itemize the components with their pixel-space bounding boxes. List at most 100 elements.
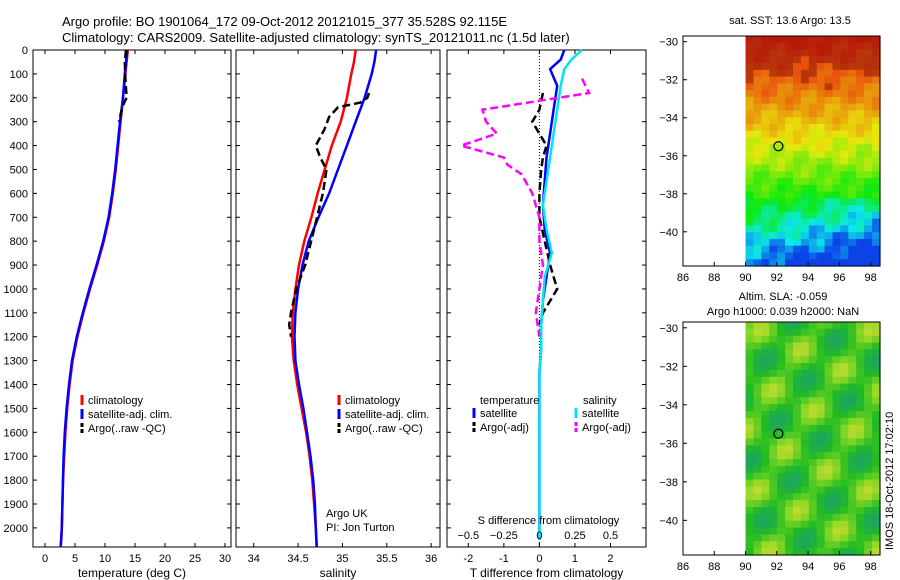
y-tick-label: −40 [659, 515, 678, 527]
x-tick-label: 88 [708, 561, 720, 573]
difference-panel: -2 -1 0 1 2T difference from climatology temp… [446, 49, 647, 580]
y-tick-label: 1300 [4, 356, 28, 368]
y-tick-label: 1800 [4, 475, 28, 487]
x-tick-label-s: 0.5 [603, 530, 618, 542]
y-tick-label: 1600 [4, 427, 28, 439]
legend-header-temperature: temperature [480, 395, 539, 407]
y-tick-label: 400 [10, 141, 28, 153]
x-axis-label: salinity [320, 566, 357, 580]
temperature-panel: 0 5 10 15 20 25 300100200300400500600700800900… [4, 45, 232, 580]
y-tick-label: −34 [659, 400, 678, 412]
series-climatology [290, 49, 357, 548]
legend-label-argo-adj: Argo(-adj) [582, 422, 631, 434]
x-tick-label-s: −0.5 [457, 530, 479, 542]
legend-label-argo-raw-qc: Argo(..raw -QC) [345, 423, 423, 435]
series-argo-adj [456, 78, 591, 337]
x-tick-label-s: 0.25 [564, 530, 585, 542]
x-tick-label: 94 [802, 561, 814, 573]
legend-header-salinity: salinity [583, 395, 617, 407]
title-line-1: Argo profile: BO 1901064_172 09-Oct-2012… [62, 14, 507, 29]
argo-location-marker [773, 428, 784, 439]
x-tick-label: 98 [864, 272, 876, 284]
series-argo-adj [530, 92, 559, 326]
x-tick-label: 90 [739, 561, 751, 573]
y-tick-label: 1900 [4, 499, 28, 511]
footer-stamp: IMOS 18-Oct-2012 17:02:10 [884, 412, 896, 550]
legend-label-climatology: climatology [88, 395, 144, 407]
y-tick-label: 1200 [4, 332, 28, 344]
sla-map-panel: 86 88 90 92 94 96 98 −30 −32 −34 −36 −38 −40 Altim. S… [659, 291, 881, 573]
series-satellite-adj-clim [59, 49, 129, 548]
y-tick-label: 700 [10, 212, 28, 224]
y-tick-label: −32 [659, 361, 678, 373]
y-tick-label: 500 [10, 164, 28, 176]
legend-label-climatology: climatology [345, 395, 401, 407]
y-tick-label: 1500 [4, 403, 28, 415]
x-tick-label: 25 [189, 553, 201, 565]
y-tick-label: −36 [659, 151, 678, 163]
x-tick-label: 86 [677, 272, 689, 284]
y-tick-label: 1400 [4, 380, 28, 392]
plot-frame [446, 49, 647, 548]
x-tick-label: 5 [72, 553, 78, 565]
sla-title: Altim. SLA: -0.059 [739, 291, 828, 303]
series-climatology [59, 49, 130, 548]
y-tick-label: 100 [10, 69, 28, 81]
x-tick-label: 35 [336, 553, 348, 565]
x-tick-label: 0 [42, 553, 48, 565]
x-tick-label: 98 [864, 561, 876, 573]
y-tick-label: −30 [659, 323, 678, 335]
y-tick-label: −38 [659, 477, 678, 489]
argo-location-marker [773, 141, 784, 152]
series-argo-raw-qc [117, 49, 128, 123]
x-tick-label: 88 [708, 272, 720, 284]
x-tick-label: 35.5 [376, 553, 397, 565]
annotation-line-2: PI: Jon Turton [326, 522, 394, 534]
x-tick-label: 96 [833, 272, 845, 284]
x-axis-label: T difference from climatology [470, 566, 624, 580]
plot-frame [32, 49, 232, 548]
x-axis-label-top: S difference from climatology [478, 515, 620, 527]
x-tick-label: -1 [499, 553, 509, 565]
y-tick-label: −38 [659, 189, 678, 201]
legend-label-argo-adj: Argo(-adj) [480, 422, 529, 434]
y-tick-label: −30 [659, 37, 678, 49]
salinity-panel: 34 34.5 35 35.5 36 salinity climatology satelli… [235, 49, 441, 580]
sla-subtitle: Argo h1000: 0.039 h2000: NaN [707, 306, 859, 318]
y-tick-label: 300 [10, 117, 28, 129]
y-tick-label: 1000 [4, 284, 28, 296]
heatmap-cells [745, 322, 881, 556]
x-tick-label: 36 [425, 553, 437, 565]
series-argo-raw-qc [287, 92, 371, 337]
x-tick-label-s: −0.25 [490, 530, 518, 542]
heatmap-cells [745, 36, 881, 267]
title-line-2: Climatology: CARS2009. Satellite-adjuste… [62, 30, 570, 45]
plot-frame [235, 49, 441, 548]
x-tick-label: 30 [219, 553, 231, 565]
x-tick-label: 1 [572, 553, 578, 565]
y-tick-label: 1700 [4, 451, 28, 463]
legend-label-satellite-adj-clim: satellite-adj. clim. [88, 409, 172, 421]
series-satellite-adj-clim [293, 49, 378, 548]
y-tick-label: −36 [659, 438, 678, 450]
sst-title: sat. SST: 13.6 Argo: 13.5 [729, 15, 851, 27]
y-tick-label: 800 [10, 236, 28, 248]
x-tick-label: 96 [833, 561, 845, 573]
x-tick-label: 10 [99, 553, 111, 565]
x-tick-label: 34.5 [287, 553, 308, 565]
y-tick-label: 900 [10, 260, 28, 272]
x-tick-label: 15 [129, 553, 141, 565]
y-tick-label: 600 [10, 188, 28, 200]
x-axis-label: temperature (deg C) [78, 566, 186, 580]
map-frame [682, 321, 881, 556]
x-tick-label-s: 0 [536, 530, 542, 542]
y-tick-label: 1100 [4, 308, 28, 320]
y-tick-label: 200 [10, 93, 28, 105]
legend-label-satellite: satellite [480, 408, 517, 420]
y-tick-label: −40 [659, 227, 678, 239]
annotation-line-1: Argo UK [326, 508, 368, 520]
x-tick-label: 0 [536, 553, 542, 565]
x-tick-label: 92 [771, 272, 783, 284]
y-tick-label: −32 [659, 75, 678, 87]
